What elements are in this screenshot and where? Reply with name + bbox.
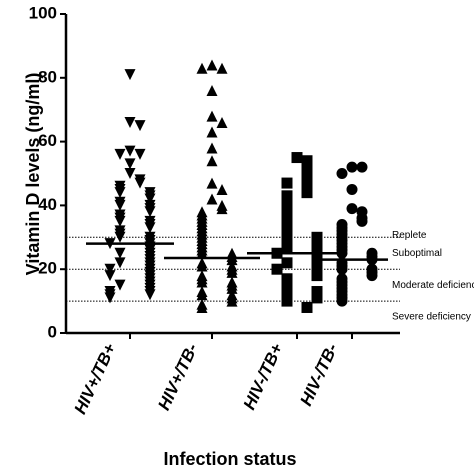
band-label: Severe deficiency <box>392 312 471 323</box>
x-tick-label: HIV-/TB- <box>296 340 341 409</box>
point <box>281 295 293 307</box>
point <box>281 241 293 253</box>
point <box>346 203 358 215</box>
point <box>124 168 136 179</box>
y-axis-title: Vitamin D levels (ng/ml) <box>23 73 43 276</box>
point <box>336 247 348 259</box>
point <box>196 289 208 301</box>
point <box>206 193 218 205</box>
point <box>134 120 146 132</box>
point <box>346 183 358 195</box>
x-tick-label: HIV-/TB+ <box>240 340 287 412</box>
point <box>196 276 208 288</box>
point <box>301 174 313 186</box>
point <box>281 231 293 243</box>
point <box>206 155 218 167</box>
point <box>114 231 126 243</box>
point <box>134 148 146 160</box>
point <box>301 187 313 199</box>
y-tick-label: 20 <box>38 259 57 278</box>
point <box>311 270 323 282</box>
point <box>206 126 218 138</box>
x-tick-label: HIV+/TB+ <box>71 341 120 418</box>
point <box>226 282 238 294</box>
point <box>301 301 313 313</box>
point <box>226 254 238 266</box>
point <box>114 187 126 199</box>
y-tick-label: 100 <box>29 3 57 22</box>
x-axis-title: Infection status <box>163 449 296 469</box>
point <box>124 69 136 81</box>
point <box>114 257 126 269</box>
point <box>124 145 136 157</box>
point <box>144 206 156 218</box>
point <box>226 295 238 307</box>
point <box>336 168 348 179</box>
point <box>206 177 218 189</box>
band-label: Replete <box>392 230 427 241</box>
point <box>114 199 126 211</box>
point <box>104 263 116 275</box>
point <box>356 161 368 173</box>
point <box>124 158 136 170</box>
point <box>144 222 156 234</box>
point <box>206 110 218 122</box>
point <box>216 203 228 215</box>
x-tick-label: HIV+/TB- <box>154 340 202 413</box>
point <box>134 177 146 189</box>
point <box>216 183 228 195</box>
point <box>114 279 126 291</box>
band-label: Suboptimal <box>392 248 442 259</box>
point <box>144 289 156 301</box>
point <box>301 155 313 167</box>
point <box>281 286 293 298</box>
point <box>336 295 348 307</box>
point <box>114 215 126 227</box>
point <box>114 247 126 259</box>
point <box>311 292 323 304</box>
point <box>206 85 218 97</box>
band-label: Moderate deficiency <box>392 280 474 291</box>
point <box>301 164 313 176</box>
point <box>114 148 126 160</box>
point <box>366 270 378 282</box>
point <box>196 301 208 313</box>
point <box>281 177 293 189</box>
point <box>346 161 358 173</box>
point <box>226 266 238 278</box>
point <box>196 247 208 259</box>
point <box>104 270 116 282</box>
point <box>271 263 283 275</box>
y-tick-label: 40 <box>38 195 57 214</box>
point <box>144 193 156 205</box>
y-tick-label: 80 <box>38 67 57 86</box>
point <box>196 260 208 272</box>
y-tick-label: 60 <box>38 131 57 150</box>
point <box>206 59 218 71</box>
point <box>104 292 116 304</box>
point <box>124 116 136 128</box>
point <box>216 62 228 74</box>
point <box>281 257 293 269</box>
point <box>336 263 348 275</box>
point <box>356 215 368 227</box>
point <box>291 152 303 164</box>
point <box>216 116 228 128</box>
point <box>206 142 218 154</box>
y-tick-label: 0 <box>48 322 57 341</box>
point <box>196 62 208 74</box>
